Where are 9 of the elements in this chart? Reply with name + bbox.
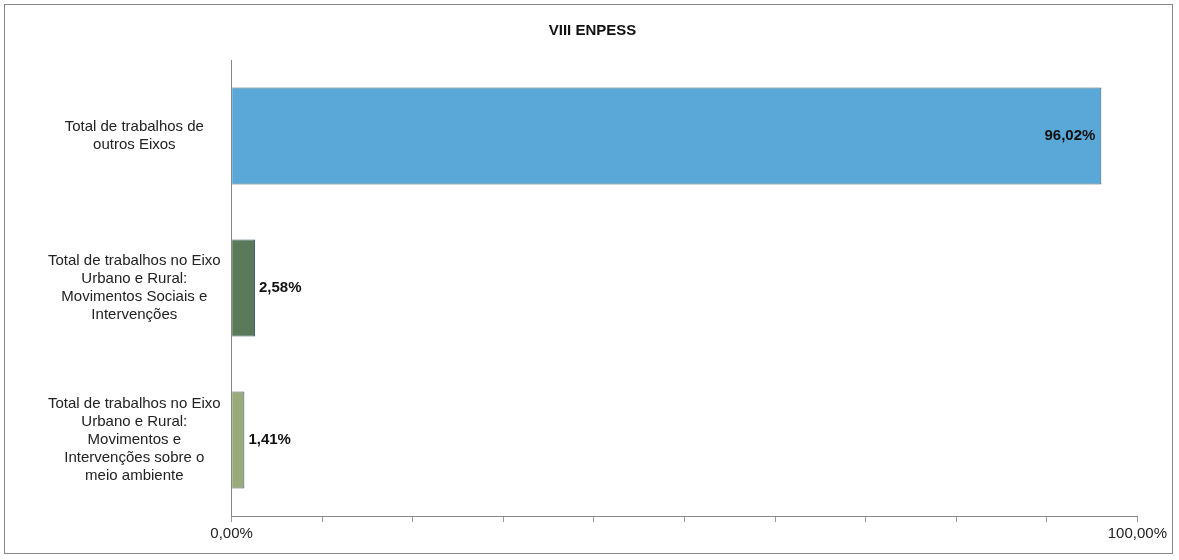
y-tick-label: Total de trabalhos de outros Eixos (64, 117, 204, 153)
chart-title: VIII ENPESS (548, 21, 637, 39)
x-tick-label: 0,00% (210, 524, 253, 542)
data-label: 2,58% (258, 278, 302, 296)
data-label: 96,02% (1044, 126, 1096, 144)
y-tick-label: Total de trabalhos no Eixo Urbano e Rural: Movimentos Sociais e Intervenções (47, 251, 221, 323)
y-tick-label: Total de trabalhos no Eixo Urbano e Rural: Movimentos e Intervenções sobre o meio ambiente (47, 394, 221, 484)
x-tick-label: 100,00% (1107, 524, 1167, 542)
data-label: 1,41% (248, 430, 291, 448)
